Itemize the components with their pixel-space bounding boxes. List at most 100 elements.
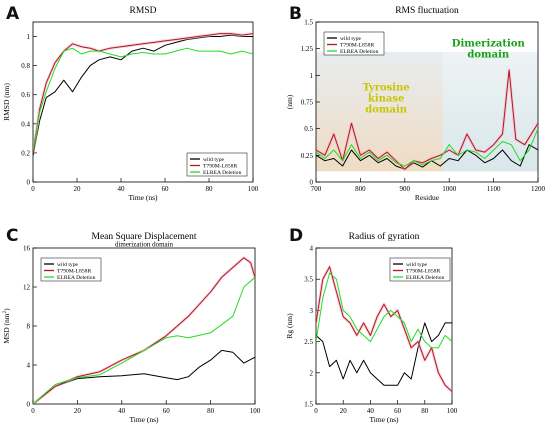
panel-c-legend-label: wild type — [57, 262, 78, 268]
panel-a-xtick-label: 80 — [206, 185, 214, 193]
panel-a-legend-label: ELREA Deletion — [203, 170, 242, 176]
panel-a-legend-box — [186, 152, 248, 177]
panel-a-series-line-elrea-deletion — [33, 47, 253, 151]
panel-b-letter: B — [289, 4, 302, 24]
panel-b-title: RMS fluctuation — [395, 5, 459, 16]
panel-b-ytick-label: 0 — [310, 179, 314, 187]
panel-b-xtick-label: 900 — [400, 185, 411, 193]
panel-b-ytick-label: 0.25 — [301, 152, 314, 160]
panel-b-ytick-label: 1.25 — [301, 45, 314, 53]
panel-b-ytick-label: 1.5 — [304, 19, 313, 27]
panel-a-xtick-label: 20 — [74, 185, 82, 193]
annotation-tyrosine-kinase-line: kinase — [368, 93, 404, 104]
panel-b-xtick-label: 1000 — [442, 185, 457, 193]
panel-a-ytick-label: 1 — [27, 33, 31, 41]
panel-d-xlabel: Time (ns) — [369, 415, 399, 424]
panel-c-xtick-label: 0 — [31, 407, 35, 415]
panel-c-series-line-t790m-l858r — [33, 257, 255, 404]
kinase-domain-region — [316, 51, 443, 172]
panel-a-letter: A — [6, 4, 20, 24]
panel-d-ytick-label: 3 — [310, 307, 314, 315]
panel-a-frame — [32, 21, 254, 183]
panel-b-ylabel: (nm) — [285, 94, 294, 109]
panel-b-series-line-t790m-l858r — [316, 69, 538, 170]
panel-a-ytick-label: 0 — [27, 179, 31, 187]
panel-b-xtick-label: 700 — [311, 185, 322, 193]
panel-a-xtick-label: 40 — [118, 185, 126, 193]
panel-d-chart: D Radius of gyration 0 20 40 60 80 100 1.5 2 2.5 3 3… — [285, 226, 458, 424]
panel-d-ytick-label: 3.5 — [304, 276, 313, 284]
panel-c-title: Mean Square Displacement — [92, 232, 197, 242]
panel-c-ytick-label: 12 — [23, 284, 31, 292]
panel-c-xtick-label: 100 — [250, 407, 261, 415]
panel-d-series-line-elrea-deletion — [316, 272, 452, 349]
panel-b-xtick-label: 1100 — [487, 185, 501, 193]
panel-c-legend-box — [40, 257, 102, 282]
panel-b-legend-label: wild type — [340, 36, 361, 42]
panel-a-series-group — [33, 32, 253, 156]
panel-d-legend-label: wild type — [406, 262, 427, 268]
panel-b-xtick-label: 800 — [355, 185, 366, 193]
panel-a-title: RMSD — [130, 6, 157, 16]
panel-b-series-line-wild-type — [316, 144, 538, 170]
panel-c-series-line-elrea-deletion — [33, 276, 255, 404]
panel-d-legend-label: ELREA Deletion — [406, 275, 445, 281]
panel-b-xtick-label: 1200 — [531, 185, 546, 193]
panel-c-xtick-label: 60 — [163, 407, 171, 415]
panel-d-series-group — [316, 265, 452, 393]
panel-c-legend-label: T790M-L858R — [57, 269, 91, 275]
panel-d-xtick-label: 20 — [340, 407, 348, 415]
panel-c-subtitle: dimerization domain — [115, 241, 174, 249]
panel-c-ylabel: MSD (nm2) — [2, 308, 11, 344]
panel-d-series-glow — [316, 265, 452, 393]
panel-a-legend-label: T790M-L858R — [203, 164, 237, 170]
panel-d-series-line-t790m-l858r — [316, 266, 452, 392]
panel-c-ytick-label: 0 — [27, 401, 31, 409]
panel-a-series-line-t790m-l858r — [33, 33, 253, 153]
panel-a-xtick-label: 60 — [162, 185, 170, 193]
panel-a-ytick-label: 0.2 — [21, 149, 30, 157]
panel-b-ytick-label: 0.75 — [301, 99, 314, 107]
panel-d-xtick-label: 60 — [394, 407, 402, 415]
panel-d-legend-label: T790M-L858R — [406, 269, 440, 275]
panel-c-xtick-label: 80 — [207, 407, 215, 415]
panel-a-legend-label: wild type — [203, 157, 224, 163]
panel-a-xtick-label: 100 — [248, 185, 259, 193]
panel-b-series-line-elrea-deletion — [316, 128, 538, 167]
panel-b-chart: B RMS fluctuation 700 800 900 1000 1100 1200 0 0.… — [285, 4, 546, 202]
panel-d-xtick-label: 0 — [314, 407, 318, 415]
panel-d-frame — [315, 247, 453, 405]
panel-d-ytick-label: 1.5 — [304, 401, 313, 409]
panel-b-legend-label: ELREA Deletion — [340, 49, 379, 55]
panel-d-title: Radius of gyration — [349, 231, 420, 242]
panel-d-ytick-label: 4 — [310, 245, 314, 253]
panel-c-series-group — [33, 256, 255, 404]
panel-c-xtick-label: 40 — [118, 407, 126, 415]
panel-d-xtick-label: 80 — [421, 407, 429, 415]
panel-a-xlabel: Time (ns) — [128, 193, 158, 202]
panel-c-xtick-label: 20 — [74, 407, 82, 415]
annotation-dimerization-line: domain — [467, 50, 510, 61]
panel-b-ytick-label: 0.5 — [304, 125, 313, 133]
panel-c-legend-label: ELREA Deletion — [57, 275, 96, 281]
panel-a-chart: A RMSD 0 20 40 60 80 100 0 0.2 0.4 0.6 0.8 1 Time (ns)… — [2, 4, 259, 202]
annotation-dimerization-line: Dimerization — [452, 39, 526, 50]
panel-c-series-line-wild-type — [33, 349, 255, 404]
panel-d-xtick-label: 40 — [367, 407, 375, 415]
panel-c-ylabel-sup: 2 — [3, 310, 8, 313]
panel-c-ytick-label: 16 — [23, 245, 31, 253]
annotation-dimerization: Dimerization domain — [452, 39, 526, 61]
panel-a-ytick-label: 0.4 — [21, 120, 30, 128]
panel-b-series-group — [316, 68, 538, 171]
panel-d-ylabel: Rg (nm) — [285, 313, 294, 339]
panel-d-xtick-label: 100 — [447, 407, 458, 415]
panel-b-legend-box — [323, 31, 385, 56]
annotation-tyrosine-kinase: Tyrosine kinase domain — [363, 82, 410, 115]
panel-c-xlabel: Time (ns) — [129, 415, 159, 424]
panel-a-ylabel: RMSD (nm) — [2, 83, 11, 121]
